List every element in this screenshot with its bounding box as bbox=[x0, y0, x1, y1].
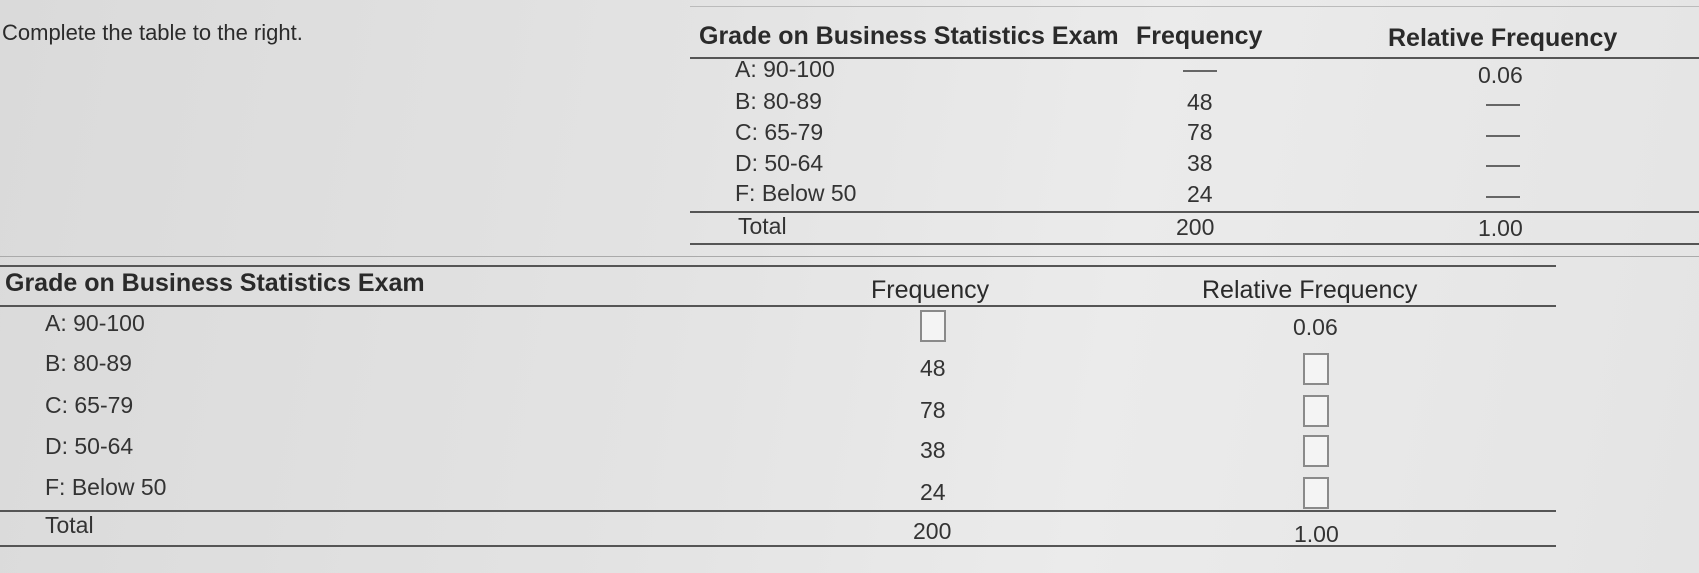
answer-header-frequency: Frequency bbox=[871, 276, 990, 304]
row-f-relative-blank bbox=[1486, 196, 1520, 198]
answer-total-label: Total bbox=[45, 512, 94, 538]
header-frequency: Frequency bbox=[1136, 22, 1263, 50]
answer-row-f-frequency: 24 bbox=[920, 479, 946, 505]
row-d-frequency: 38 bbox=[1187, 150, 1213, 176]
answer-row-c-grade: C: 65-79 bbox=[45, 392, 134, 418]
answer-row-b-frequency: 48 bbox=[920, 355, 946, 381]
row-b-grade: B: 80-89 bbox=[735, 88, 822, 114]
answer-row-a-relative: 0.06 bbox=[1293, 314, 1338, 340]
answer-row-f-relative-input[interactable] bbox=[1303, 477, 1329, 509]
total-frequency: 200 bbox=[1176, 214, 1215, 240]
row-c-grade: C: 65-79 bbox=[735, 119, 824, 145]
row-c-relative-blank bbox=[1486, 135, 1520, 137]
row-a-grade: A: 90-100 bbox=[735, 56, 835, 82]
row-a-frequency-blank bbox=[1183, 70, 1217, 72]
answer-row-d-grade: D: 50-64 bbox=[45, 433, 134, 459]
answer-row-b-grade: B: 80-89 bbox=[45, 350, 132, 376]
instruction-text: Complete the table to the right. bbox=[2, 20, 303, 45]
row-d-grade: D: 50-64 bbox=[735, 150, 824, 176]
row-b-relative-blank bbox=[1486, 104, 1520, 106]
answer-row-f-grade: F: Below 50 bbox=[45, 474, 167, 500]
row-c-frequency: 78 bbox=[1187, 119, 1213, 145]
answer-header-grade: Grade on Business Statistics Exam bbox=[5, 269, 425, 297]
row-a-relative: 0.06 bbox=[1478, 62, 1523, 88]
total-label: Total bbox=[738, 213, 787, 239]
answer-row-d-frequency: 38 bbox=[920, 437, 946, 463]
answer-total-frequency: 200 bbox=[913, 518, 952, 544]
answer-total-relative: 1.00 bbox=[1294, 521, 1339, 547]
total-relative: 1.00 bbox=[1478, 215, 1523, 241]
answer-row-c-relative-input[interactable] bbox=[1303, 395, 1329, 427]
row-b-frequency: 48 bbox=[1187, 89, 1213, 115]
header-relative-frequency: Relative Frequency bbox=[1388, 24, 1618, 52]
answer-row-a-grade: A: 90-100 bbox=[45, 310, 145, 336]
answer-row-d-relative-input[interactable] bbox=[1303, 435, 1329, 467]
answer-row-c-frequency: 78 bbox=[920, 397, 946, 423]
header-grade: Grade on Business Statistics Exam bbox=[699, 22, 1119, 50]
answer-row-b-relative-input[interactable] bbox=[1303, 353, 1329, 385]
row-d-relative-blank bbox=[1486, 165, 1520, 167]
answer-row-a-frequency-input[interactable] bbox=[920, 310, 946, 342]
row-f-frequency: 24 bbox=[1187, 181, 1213, 207]
row-f-grade: F: Below 50 bbox=[735, 180, 857, 206]
answer-header-relative-frequency: Relative Frequency bbox=[1202, 276, 1418, 304]
